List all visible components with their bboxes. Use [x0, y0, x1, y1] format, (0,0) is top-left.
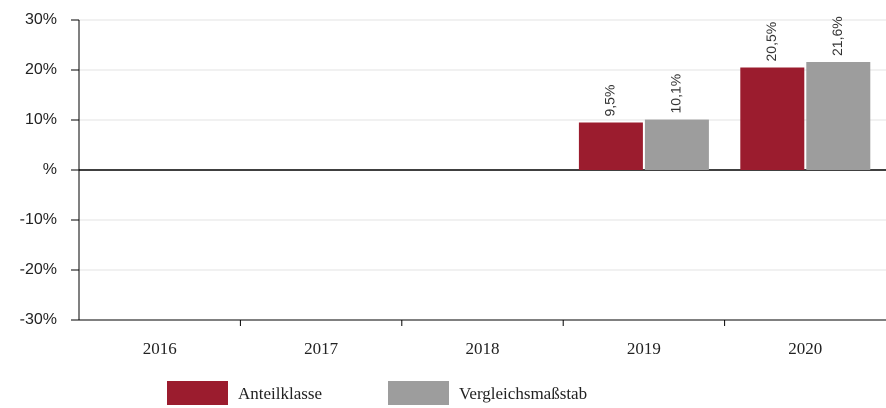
value-label: 10,1% — [668, 74, 684, 114]
y-tick-label: 10% — [25, 111, 57, 128]
value-label: 20,5% — [763, 22, 779, 62]
y-tick-label: -30% — [20, 311, 57, 328]
bar — [644, 119, 709, 170]
y-tick-label: 30% — [25, 11, 57, 28]
x-tick-label: 2019 — [627, 339, 661, 358]
value-label: 21,6% — [829, 16, 845, 56]
legend-label: Vergleichsmaßstab — [459, 384, 587, 403]
legend-swatch — [388, 381, 449, 405]
x-tick-label: 2020 — [788, 339, 822, 358]
x-tick-label: 2017 — [304, 339, 339, 358]
bar — [578, 122, 643, 170]
x-tick-label: 2016 — [143, 339, 177, 358]
x-tick-label: 2018 — [466, 339, 500, 358]
y-tick-label: 20% — [25, 61, 57, 78]
legend-label: Anteilklasse — [238, 384, 322, 403]
y-tick-label: % — [43, 161, 57, 178]
bar — [740, 67, 805, 170]
bar — [806, 62, 871, 170]
y-tick-label: -10% — [20, 211, 57, 228]
legend-swatch — [167, 381, 228, 405]
y-tick-label: -20% — [20, 261, 57, 278]
value-label: 9,5% — [602, 85, 618, 117]
